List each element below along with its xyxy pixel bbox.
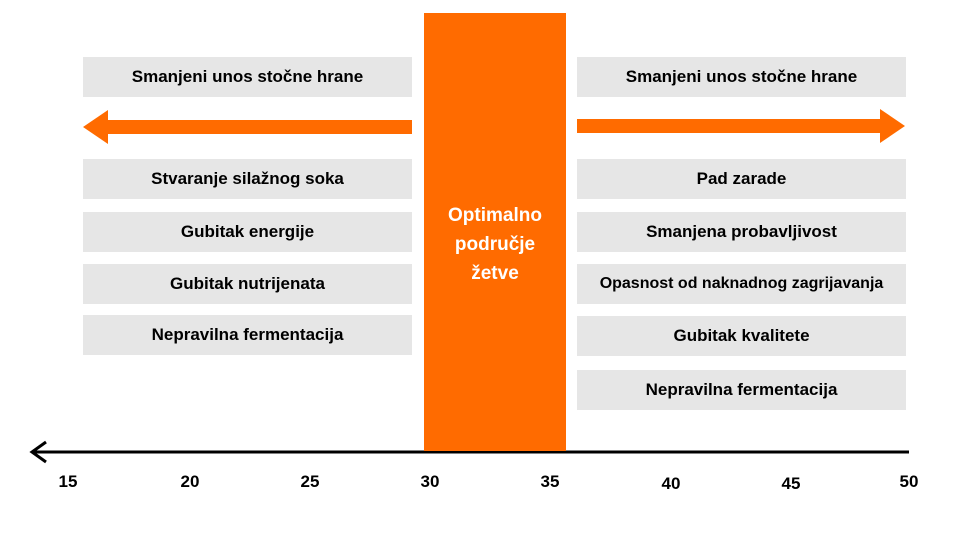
axis-tick-label: 20 <box>180 472 200 491</box>
axis-line <box>29 440 909 464</box>
axis-tick-label: 15 <box>58 472 78 491</box>
right-item-box: Pad zarade <box>577 159 906 199</box>
right-header-box: Smanjeni unos stočne hrane <box>577 57 906 97</box>
right-arrow <box>577 109 905 143</box>
left-item-box: Gubitak energije <box>83 212 412 252</box>
axis-tick-label: 25 <box>300 472 320 491</box>
left-item-box: Nepravilna fermentacija <box>83 315 412 355</box>
left-header-box: Smanjeni unos stočne hrane <box>83 57 412 97</box>
right-item-box: Smanjena probavljivost <box>577 212 906 252</box>
left-arrow <box>83 110 412 144</box>
axis-tick-label: 50 <box>899 472 919 491</box>
axis-tick-label: 35 <box>540 472 560 491</box>
axis-tick-label: 45 <box>781 474 801 493</box>
optimal-harvest-zone: Optimalno područje žetve <box>424 13 566 451</box>
right-item-box: Opasnost od naknadnog zagrijavanja <box>577 264 906 304</box>
right-item-box: Gubitak kvalitete <box>577 316 906 356</box>
right-item-box: Nepravilna fermentacija <box>577 370 906 410</box>
left-item-box: Stvaranje silažnog soka <box>83 159 412 199</box>
axis-tick-label: 30 <box>420 472 440 491</box>
optimal-zone-label: Optimalno područje žetve <box>448 205 542 284</box>
left-item-box: Gubitak nutrijenata <box>83 264 412 304</box>
axis-tick-label: 40 <box>661 474 681 493</box>
